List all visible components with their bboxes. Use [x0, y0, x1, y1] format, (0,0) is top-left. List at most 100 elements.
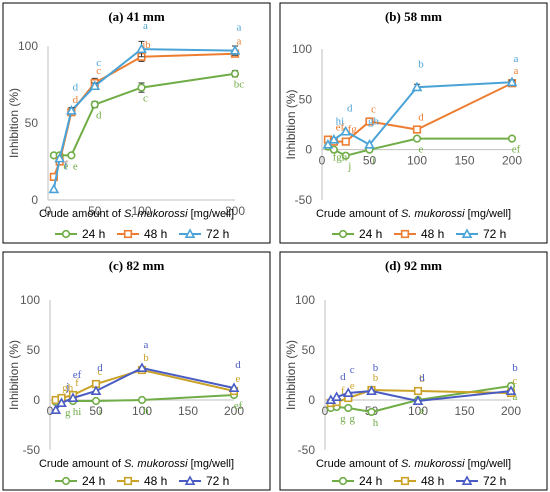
legend-item: 24 h: [332, 227, 382, 241]
legend: 24 h 48 h 72 h: [332, 227, 506, 241]
y-axis-label: Inhibition (%): [284, 89, 298, 159]
significance-label: c: [371, 103, 376, 115]
data-point: [137, 395, 147, 405]
legend-label: 48 h: [144, 227, 167, 241]
legend-marker: [123, 229, 133, 239]
legend-label: 24 h: [359, 227, 382, 241]
panel-frame: [279, 251, 548, 491]
legend: 24 h 48 h 72 h: [55, 227, 229, 241]
data-point: [366, 385, 377, 396]
data-point: [66, 105, 77, 115]
legend-label: 24 h: [359, 474, 382, 488]
data-point: [90, 100, 99, 109]
data-point: [136, 362, 148, 373]
legend-marker: [461, 228, 473, 238]
legend-marker: [461, 475, 473, 486]
data-point: [342, 387, 354, 398]
significance-label: d: [418, 112, 424, 124]
data-point: [136, 43, 147, 54]
significance-label: h: [143, 405, 149, 417]
x-tick-label: 200: [501, 404, 521, 418]
significance-label: h: [373, 417, 379, 429]
x-tick-label: 0: [322, 404, 329, 418]
data-point: [331, 391, 342, 402]
data-point: [67, 151, 76, 160]
legend-item: 48 h: [394, 227, 444, 241]
x-axis-label: Crude amount of S. mukorossi [mg/well]: [316, 208, 511, 220]
legend-item: 48 h: [394, 474, 444, 488]
x-tick-label: 50: [363, 154, 377, 168]
x-axis-label: Crude amount of S. mukorossi [mg/well]: [39, 458, 234, 470]
legend-item: 48 h: [117, 474, 167, 488]
legend-marker: [61, 476, 71, 486]
significance-label: c: [350, 364, 355, 376]
legend-marker: [61, 229, 71, 239]
significance-label: ab: [140, 39, 151, 51]
y-tick-label: 100: [295, 293, 315, 307]
significance-label: gh: [368, 116, 380, 128]
data-point: [412, 125, 422, 134]
x-tick-label: 200: [224, 404, 244, 418]
x-axis-label: Crude amount of S. mukorossi [mg/well]: [39, 208, 234, 220]
data-point: [137, 83, 146, 92]
significance-label: d: [73, 82, 79, 94]
significance-label: b: [418, 58, 424, 70]
y-tick-label: 50: [25, 116, 39, 130]
y-axis-label: Inhibition (%): [7, 340, 21, 410]
y-axis-label: Inhibition (%): [7, 88, 21, 158]
data-point: [322, 138, 334, 149]
significance-label: a: [144, 339, 149, 351]
x-tick-label: 200: [502, 154, 522, 168]
chart-title: (d) 92 mm: [385, 258, 442, 273]
legend-label: 48 h: [421, 227, 444, 241]
significance-label: ef: [73, 369, 82, 381]
chart-title: (b) 58 mm: [385, 9, 442, 24]
y-tick-label: 100: [292, 42, 312, 56]
data-point: [412, 395, 424, 406]
significance-label: f: [64, 159, 68, 171]
significance-label: j: [347, 161, 351, 173]
significance-label: c: [96, 57, 101, 69]
significance-label: hi: [73, 406, 82, 418]
legend-item: 24 h: [55, 227, 105, 241]
y-tick-label: 0: [305, 143, 312, 157]
x-tick-label: 0: [47, 404, 54, 418]
significance-label: d: [347, 103, 353, 115]
significance-label: ef: [234, 400, 243, 412]
significance-label: d: [419, 372, 425, 384]
chart-panel-1: (a) 41 mm Inhibition (%) 0 50 100 0 50 100 200Cr…: [2, 2, 271, 244]
significance-label: e: [236, 373, 241, 385]
data-point: [411, 81, 423, 92]
significance-label: a: [143, 20, 148, 32]
data-point: [341, 137, 350, 146]
legend-marker: [338, 229, 348, 239]
panel-frame: [279, 2, 548, 244]
series-72h: f d c a a: [48, 20, 242, 194]
data-point: [54, 152, 66, 163]
y-tick-label: 0: [33, 393, 40, 407]
significance-label: a: [514, 65, 519, 77]
significance-label: b: [373, 372, 379, 384]
series-line: [52, 48, 236, 190]
legend-item: 24 h: [332, 474, 382, 488]
significance-label: a: [237, 36, 242, 48]
significance-label: f: [341, 385, 345, 397]
x-tick-label: 100: [131, 204, 151, 218]
significance-label: ef: [512, 144, 521, 156]
legend-label: 72 h: [483, 227, 506, 241]
data-point: [505, 385, 517, 396]
x-tick-label: 150: [454, 154, 474, 168]
x-tick-label: 0: [319, 154, 326, 168]
data-point: [507, 134, 517, 143]
significance-label: e: [420, 405, 425, 417]
legend-item: 48 h: [117, 227, 167, 241]
legend-marker: [184, 475, 196, 486]
significance-label: g: [65, 407, 71, 419]
data-point: [229, 44, 241, 55]
data-point: [89, 80, 101, 91]
legend-marker: [400, 476, 410, 486]
legend-label: 72 h: [206, 227, 229, 241]
legend-marker: [123, 476, 133, 486]
x-tick-label: 50: [88, 204, 102, 218]
